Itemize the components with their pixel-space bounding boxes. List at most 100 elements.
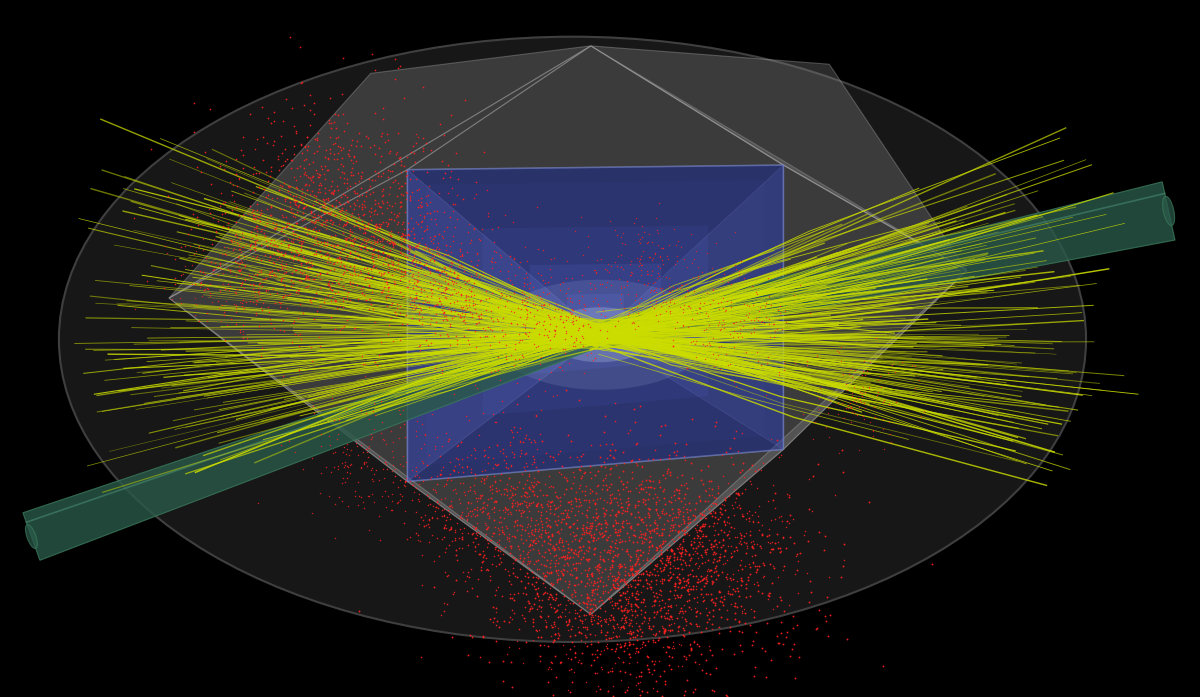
Point <box>634 546 653 558</box>
Point <box>234 302 253 314</box>
Point <box>223 180 242 191</box>
Point <box>246 307 265 319</box>
Point <box>452 250 472 261</box>
Point <box>463 506 482 517</box>
Point <box>378 164 397 175</box>
Point <box>524 489 544 500</box>
Point <box>497 353 516 364</box>
Point <box>734 315 754 326</box>
Point <box>757 530 776 542</box>
Point <box>700 521 719 532</box>
Point <box>674 526 694 537</box>
Point <box>676 524 695 535</box>
Point <box>355 222 374 233</box>
Point <box>316 216 335 227</box>
Point <box>586 497 605 508</box>
Point <box>541 566 560 577</box>
Point <box>587 645 606 656</box>
Ellipse shape <box>59 37 1086 642</box>
Point <box>332 477 352 489</box>
Point <box>611 602 630 613</box>
Point <box>728 489 748 500</box>
Point <box>644 516 664 528</box>
Point <box>637 279 656 290</box>
Point <box>247 250 266 261</box>
Point <box>610 533 629 544</box>
Point <box>458 275 478 286</box>
Point <box>722 500 742 511</box>
Point <box>524 599 544 610</box>
Point <box>553 570 572 581</box>
Point <box>803 470 822 482</box>
Point <box>389 63 408 74</box>
Point <box>380 291 400 302</box>
Point <box>589 596 608 607</box>
Point <box>455 522 474 533</box>
Point <box>482 484 502 495</box>
Point <box>541 657 560 668</box>
Point <box>485 497 504 508</box>
Point <box>335 177 354 188</box>
Point <box>227 229 246 240</box>
Point <box>413 143 432 154</box>
Point <box>476 330 496 341</box>
Point <box>448 335 467 346</box>
Point <box>404 278 424 289</box>
Point <box>275 261 294 273</box>
Point <box>626 645 646 656</box>
Point <box>240 240 259 252</box>
Point <box>390 152 409 163</box>
Point <box>647 224 666 236</box>
Point <box>665 549 684 560</box>
Point <box>335 284 354 295</box>
Point <box>307 134 326 145</box>
Point <box>334 447 353 458</box>
Point <box>281 31 300 43</box>
Point <box>674 300 694 311</box>
Point <box>523 480 542 491</box>
Point <box>493 656 512 667</box>
Point <box>704 498 724 509</box>
Point <box>632 259 652 270</box>
Point <box>588 613 607 625</box>
Point <box>442 246 461 257</box>
Point <box>691 526 710 537</box>
Point <box>629 307 648 319</box>
Point <box>640 664 659 675</box>
Point <box>611 621 630 632</box>
Point <box>668 236 688 247</box>
Point <box>706 573 725 584</box>
Point <box>448 272 467 283</box>
Point <box>731 533 750 544</box>
Point <box>490 337 509 348</box>
Point <box>602 595 622 606</box>
Point <box>589 518 608 529</box>
Point <box>464 504 484 515</box>
Point <box>371 201 390 213</box>
Point <box>486 590 505 601</box>
Point <box>527 443 546 454</box>
Point <box>330 205 349 216</box>
Point <box>553 639 572 650</box>
Point <box>508 541 527 552</box>
Point <box>676 620 695 631</box>
Point <box>335 460 354 471</box>
Point <box>642 285 661 296</box>
Point <box>606 398 625 409</box>
Point <box>227 287 246 298</box>
Point <box>488 365 508 376</box>
Point <box>858 366 877 377</box>
Point <box>536 560 556 572</box>
Point <box>577 509 596 520</box>
Point <box>514 482 533 493</box>
Point <box>305 238 324 250</box>
Point <box>539 298 558 309</box>
Point <box>406 259 425 270</box>
Point <box>754 572 773 583</box>
Point <box>569 464 588 475</box>
Point <box>628 609 647 620</box>
Point <box>647 527 666 538</box>
Point <box>310 267 329 278</box>
Point <box>458 291 478 302</box>
Point <box>437 427 456 438</box>
